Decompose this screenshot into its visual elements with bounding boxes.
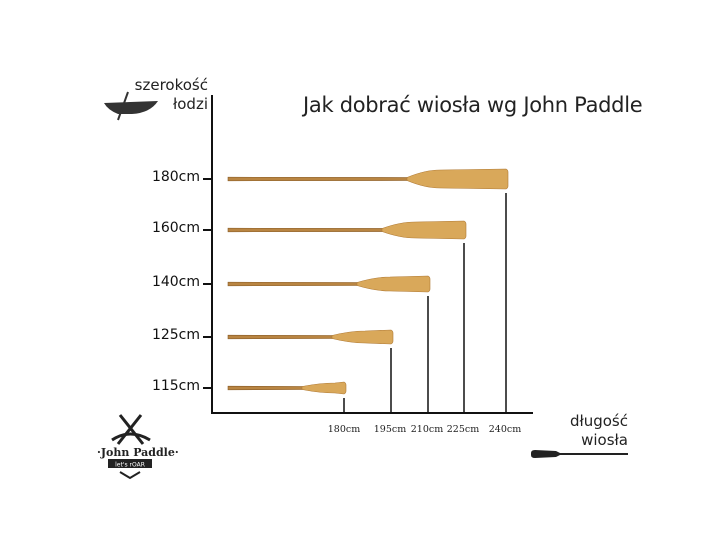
- oar-195cm: [227, 329, 394, 345]
- oar-blade: [406, 168, 509, 190]
- x-tick-label: 195cm: [373, 424, 407, 435]
- oar-shaft: [227, 176, 416, 182]
- logo-name: ·John Paddle·: [97, 446, 179, 459]
- boat-icon: [104, 91, 158, 121]
- oar-240cm: [227, 168, 509, 190]
- oar-blade: [301, 381, 347, 395]
- x-axis-label: długość wiosła: [560, 412, 628, 450]
- oar-shaft: [227, 334, 341, 340]
- x-tick-label: 180cm: [327, 424, 361, 435]
- oar-shaft: [227, 281, 366, 287]
- oar-blade: [381, 220, 467, 240]
- paddle-icon: [531, 450, 628, 458]
- oar-blade: [356, 275, 431, 293]
- y-axis-label-line2: łodzi: [172, 95, 208, 113]
- oar-shaft: [227, 385, 311, 391]
- oar-blade: [331, 329, 394, 345]
- y-tick-label: 140cm: [151, 274, 200, 290]
- y-tick-label: 125cm: [151, 327, 200, 343]
- x-tick-label: 240cm: [488, 424, 522, 435]
- x-axis-label-line1: długość: [569, 412, 628, 430]
- y-tick-label: 115cm: [151, 378, 200, 394]
- oar-225cm: [227, 220, 467, 240]
- y-axis-label-line1: szerokość: [134, 76, 208, 94]
- x-axis-label-line2: wiosła: [581, 431, 628, 449]
- logo-tagline: let's rOAR: [115, 462, 145, 469]
- y-tick-label: 160cm: [151, 220, 200, 236]
- john-paddle-logo: ·John Paddle· let's rOAR: [97, 414, 179, 480]
- page-title: Jak dobrać wiosła wg John Paddle: [303, 93, 643, 117]
- x-tick-label: 225cm: [446, 424, 480, 435]
- y-tick-label: 180cm: [151, 169, 200, 185]
- oar-210cm: [227, 275, 431, 293]
- x-tick-label: 210cm: [410, 424, 444, 435]
- oar-180cm: [227, 381, 347, 395]
- oar-shaft: [227, 227, 391, 233]
- y-axis-label: szerokość łodzi: [120, 76, 208, 114]
